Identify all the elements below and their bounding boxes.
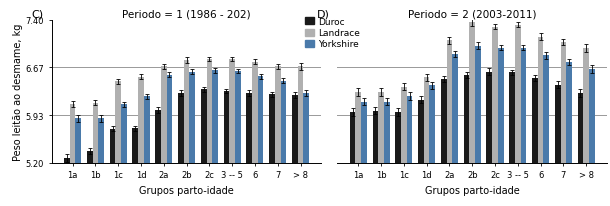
Bar xyxy=(469,23,475,206)
Bar xyxy=(395,112,401,206)
Bar xyxy=(538,37,544,206)
Bar xyxy=(115,82,121,206)
Legend: Duroc, Landrace, Yorkshire: Duroc, Landrace, Yorkshire xyxy=(305,18,360,49)
Bar xyxy=(235,72,241,206)
Bar xyxy=(447,41,452,206)
Bar xyxy=(224,92,229,206)
Bar xyxy=(281,81,286,206)
Bar xyxy=(401,87,407,206)
Bar xyxy=(578,94,583,206)
Bar xyxy=(429,86,435,206)
Bar xyxy=(589,70,595,206)
Bar xyxy=(407,97,412,206)
Bar xyxy=(521,48,526,206)
Bar xyxy=(292,96,298,206)
X-axis label: Grupos parto-idade: Grupos parto-idade xyxy=(425,185,520,195)
Bar xyxy=(361,102,367,206)
Title: Periodo = 1 (1986 - 202): Periodo = 1 (1986 - 202) xyxy=(122,10,251,20)
Bar xyxy=(70,105,76,206)
Title: Periodo = 2 (2003-2011): Periodo = 2 (2003-2011) xyxy=(408,10,536,20)
Bar xyxy=(498,48,503,206)
Bar xyxy=(161,67,167,206)
Bar xyxy=(486,72,492,206)
Bar xyxy=(110,129,115,206)
Bar xyxy=(76,119,81,206)
Bar xyxy=(561,43,566,206)
Text: D): D) xyxy=(317,9,330,19)
Bar xyxy=(121,105,127,206)
Bar xyxy=(269,95,275,206)
Bar xyxy=(356,92,361,206)
Bar xyxy=(87,151,93,206)
Bar xyxy=(252,63,258,206)
Bar xyxy=(373,111,378,206)
Bar xyxy=(207,60,212,206)
Bar xyxy=(532,79,538,206)
Bar xyxy=(509,73,515,206)
Bar xyxy=(184,61,190,206)
Bar xyxy=(93,103,98,206)
Bar xyxy=(98,119,104,206)
Bar xyxy=(64,158,70,206)
Bar xyxy=(418,100,424,206)
Y-axis label: Peso leitão ao desmame, kg: Peso leitão ao desmame, kg xyxy=(13,23,23,160)
Bar xyxy=(167,76,173,206)
Bar xyxy=(350,112,356,206)
Bar xyxy=(132,129,138,206)
X-axis label: Grupos parto-idade: Grupos parto-idade xyxy=(139,185,234,195)
Bar xyxy=(424,78,429,206)
Bar xyxy=(258,77,264,206)
Bar xyxy=(156,110,161,206)
Bar xyxy=(452,55,458,206)
Bar xyxy=(492,28,498,206)
Bar xyxy=(441,79,447,206)
Bar xyxy=(544,56,549,206)
Bar xyxy=(566,63,572,206)
Bar xyxy=(144,97,149,206)
Bar xyxy=(246,94,252,206)
Bar xyxy=(138,77,144,206)
Bar xyxy=(212,71,218,206)
Bar xyxy=(378,92,384,206)
Bar xyxy=(464,76,469,206)
Bar xyxy=(229,60,235,206)
Bar xyxy=(555,85,561,206)
Bar xyxy=(178,94,184,206)
Bar xyxy=(190,72,195,206)
Text: C): C) xyxy=(32,9,44,19)
Bar xyxy=(298,67,303,206)
Bar xyxy=(384,102,390,206)
Bar xyxy=(583,49,589,206)
Bar xyxy=(475,46,481,206)
Bar xyxy=(275,67,281,206)
Bar xyxy=(201,90,207,206)
Bar xyxy=(303,94,309,206)
Bar xyxy=(515,26,521,206)
